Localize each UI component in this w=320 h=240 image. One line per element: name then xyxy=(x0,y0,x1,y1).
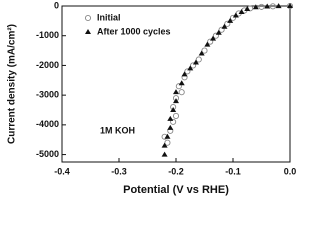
marker xyxy=(201,47,208,54)
x-tick-label: 0.0 xyxy=(284,166,297,176)
marker xyxy=(164,133,171,139)
marker xyxy=(173,98,179,104)
y-tick-label: -5000 xyxy=(36,149,59,159)
annotation: 1M KOH xyxy=(100,125,135,135)
y-tick-label: -2000 xyxy=(36,60,59,70)
y-tick-label: -3000 xyxy=(36,90,59,100)
x-tick-label: -0.3 xyxy=(111,166,127,176)
marker xyxy=(287,3,293,8)
marker xyxy=(244,5,251,11)
marker xyxy=(221,23,228,29)
marker xyxy=(224,20,231,27)
legend-label: After 1000 cycles xyxy=(97,26,171,36)
y-tick-label: -4000 xyxy=(36,119,59,129)
marker xyxy=(252,4,259,10)
marker xyxy=(187,65,194,71)
marker xyxy=(170,118,177,125)
marker xyxy=(167,115,174,121)
marker xyxy=(229,14,237,21)
legend-marker xyxy=(84,14,92,22)
x-tick-label: -0.2 xyxy=(168,166,184,176)
marker xyxy=(227,17,234,23)
marker xyxy=(204,41,211,47)
marker xyxy=(181,71,188,77)
marker xyxy=(172,112,180,119)
x-axis-label: Potential (V vs RHE) xyxy=(123,184,229,196)
marker xyxy=(198,50,205,56)
marker xyxy=(178,80,185,86)
x-tick-label: -0.4 xyxy=(54,166,70,176)
y-tick-label: 0 xyxy=(54,0,59,10)
chart: Potential (V vs RHE) Current density (mA… xyxy=(7,0,297,196)
y-axis-label: Current density (mA/cm²) xyxy=(7,24,18,144)
x-tick-label: -0.1 xyxy=(225,166,241,176)
marker xyxy=(170,107,177,112)
marker xyxy=(264,3,271,9)
legend-label: Initial xyxy=(97,12,121,22)
legend-marker xyxy=(85,29,91,34)
marker xyxy=(218,26,225,33)
marker xyxy=(195,56,202,63)
marker xyxy=(178,89,185,96)
marker xyxy=(175,83,182,90)
marker xyxy=(164,139,171,146)
marker xyxy=(173,89,179,95)
marker xyxy=(207,38,214,45)
marker xyxy=(215,29,222,35)
marker xyxy=(190,62,197,69)
y-tick-label: -1000 xyxy=(36,30,59,40)
marker xyxy=(212,32,219,39)
marker xyxy=(167,124,174,130)
marker xyxy=(258,3,265,10)
marker xyxy=(184,68,191,75)
marker xyxy=(210,35,217,41)
marker xyxy=(269,3,276,10)
marker xyxy=(161,142,168,148)
marker xyxy=(161,151,168,157)
marker xyxy=(275,3,282,9)
marker xyxy=(192,59,199,65)
marker xyxy=(238,8,245,14)
marker xyxy=(232,12,239,18)
